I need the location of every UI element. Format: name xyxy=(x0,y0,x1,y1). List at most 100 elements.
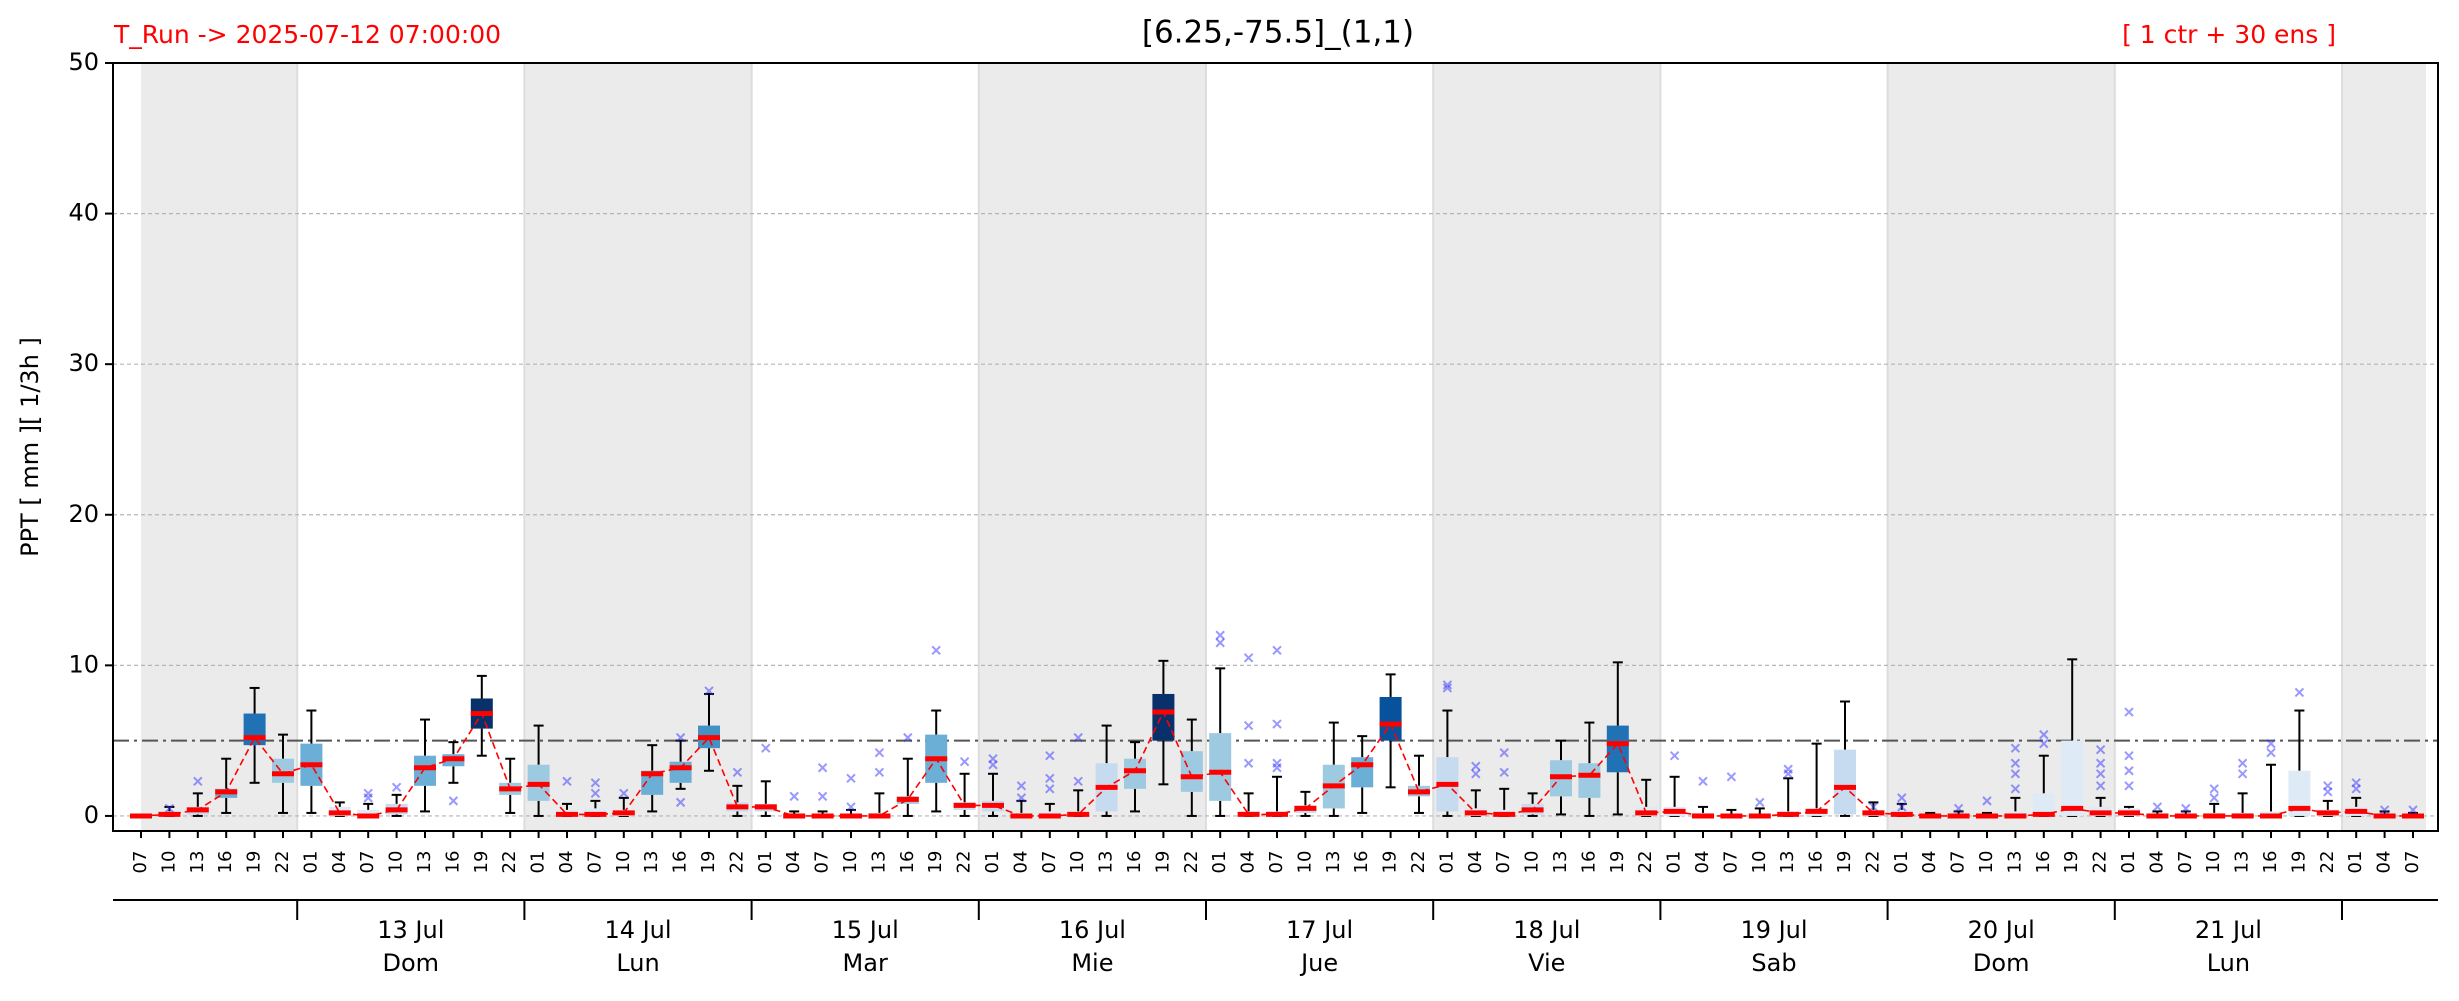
x-tick-label: 01 xyxy=(1664,851,1685,874)
x-tick-label: 19 xyxy=(2061,851,2082,874)
outlier xyxy=(1272,719,1282,729)
outlier xyxy=(2266,747,2276,758)
outlier xyxy=(1243,653,1254,663)
x-tick-label: 19 xyxy=(1380,851,1401,874)
outlier xyxy=(448,796,459,806)
outlier xyxy=(2010,784,2021,794)
x-tick-label: 16 xyxy=(215,851,236,874)
day-date-label: 14 Jul xyxy=(604,916,671,944)
day-date-label: 20 Jul xyxy=(1968,916,2035,944)
x-tick-label: 22 xyxy=(1408,851,1429,874)
x-tick-label: 22 xyxy=(272,851,293,874)
x-tick-label: 04 xyxy=(556,851,577,874)
outlier xyxy=(2237,758,2248,768)
day-weekday-label: Sab xyxy=(1751,949,1796,977)
x-tick-label: 04 xyxy=(1238,851,1259,874)
x-tick-label: 07 xyxy=(1493,851,1514,874)
day-weekday-label: Lun xyxy=(2207,949,2250,977)
outlier xyxy=(1272,645,1282,656)
box xyxy=(1578,763,1601,798)
outlier xyxy=(874,747,885,758)
outlier xyxy=(2408,805,2418,815)
box xyxy=(641,770,664,795)
box xyxy=(1209,733,1232,801)
x-tick-label: 07 xyxy=(130,851,151,874)
day-band xyxy=(2342,63,2426,831)
day-weekday-label: Jue xyxy=(1299,949,1338,977)
x-tick-label: 13 xyxy=(1096,851,1117,874)
outlier xyxy=(164,803,175,814)
day-band xyxy=(1887,63,2115,831)
x-tick-label: 07 xyxy=(1039,851,1060,874)
x-tick-label: 10 xyxy=(1522,851,1543,874)
outlier xyxy=(1243,720,1254,731)
x-tick-label: 10 xyxy=(1976,851,1997,874)
box xyxy=(2032,793,2055,816)
x-tick-label: 10 xyxy=(840,851,861,874)
day-band xyxy=(1433,63,1661,831)
outlier xyxy=(193,776,203,787)
outlier xyxy=(1045,750,1055,761)
outlier xyxy=(590,788,601,799)
outlier xyxy=(1726,772,1737,782)
outlier xyxy=(817,763,828,773)
outlier xyxy=(846,802,856,812)
x-tick-label: 22 xyxy=(2090,851,2111,874)
x-tick-label: 19 xyxy=(1152,851,1173,874)
outlier xyxy=(2152,802,2163,812)
x-tick-label: 04 xyxy=(1010,851,1031,874)
outlier xyxy=(562,776,572,787)
day-weekday-label: Dom xyxy=(1973,949,2030,977)
day-band xyxy=(141,63,298,831)
day-weekday-label: Dom xyxy=(383,949,440,977)
x-tick-label: 16 xyxy=(442,851,463,874)
box xyxy=(243,713,266,746)
background xyxy=(141,63,2426,831)
outlier xyxy=(2039,738,2049,749)
outlier xyxy=(2010,743,2021,753)
x-tick-label: 07 xyxy=(1266,851,1287,874)
y-tick-label: 40 xyxy=(68,199,99,227)
y-axis-label: PPT [ mm ][ 1/3h ] xyxy=(16,337,44,557)
outlier xyxy=(619,788,629,799)
outlier xyxy=(2181,803,2191,814)
outlier xyxy=(931,645,941,656)
outlier xyxy=(2209,793,2219,803)
x-tick-label: 19 xyxy=(244,851,265,874)
x-tick-label: 22 xyxy=(1862,851,1883,874)
outlier xyxy=(1016,793,1027,803)
outlier xyxy=(2095,781,2106,791)
day-date-label: 19 Jul xyxy=(1740,916,1807,944)
x-tick-label: 10 xyxy=(613,851,634,874)
day-date-label: 16 Jul xyxy=(1059,916,1126,944)
outlier xyxy=(846,773,856,784)
x-tick-label: 10 xyxy=(386,851,407,874)
day-date-label: 13 Jul xyxy=(377,916,444,944)
box xyxy=(414,755,436,786)
x-tick-label: 13 xyxy=(1323,851,1344,874)
x-tick-label: 13 xyxy=(1777,851,1798,874)
y-tick-label: 30 xyxy=(68,349,99,377)
y-tick-label: 20 xyxy=(68,500,99,528)
x-tick-label: 13 xyxy=(868,851,889,874)
x-tick-label: 01 xyxy=(1891,851,1912,874)
x-tick-label: 01 xyxy=(755,851,776,874)
subtitle-left: T_Run -> 2025-07-12 07:00:00 xyxy=(113,20,501,49)
day-weekday-label: Mar xyxy=(843,949,888,977)
x-tick-label: 13 xyxy=(414,851,435,874)
outlier xyxy=(2124,750,2134,761)
x-tick-label: 22 xyxy=(1635,851,1656,874)
outlier xyxy=(391,782,402,793)
outlier xyxy=(2010,758,2021,768)
box xyxy=(1379,696,1402,741)
x-tick-label: 07 xyxy=(812,851,833,874)
y-tick-label: 10 xyxy=(68,650,99,678)
outlier xyxy=(1215,638,1225,648)
box xyxy=(1834,749,1856,815)
x-tick-label: 22 xyxy=(954,851,975,874)
outlier xyxy=(675,732,686,743)
x-tick-label: 16 xyxy=(2033,851,2054,874)
outlier xyxy=(1442,683,1453,693)
x-tick-label: 10 xyxy=(1067,851,1088,874)
x-tick-label: 10 xyxy=(1294,851,1315,874)
